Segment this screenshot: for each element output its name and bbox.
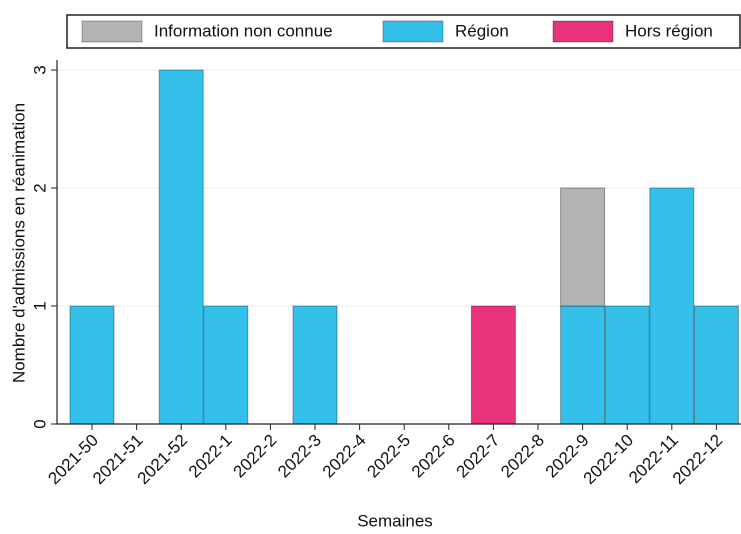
- bar: [649, 187, 695, 425]
- y-tick-label: 0: [30, 419, 49, 428]
- x-tick-label: 2022-6: [408, 431, 459, 482]
- y-axis-title: Nombre d'admissions en réanimation: [9, 103, 28, 383]
- y-tick-label: 1: [30, 301, 49, 310]
- x-axis-title: Semaines: [357, 511, 433, 530]
- legend-swatch: [552, 20, 614, 43]
- x-tick-label: 2022-2: [230, 431, 281, 482]
- x-tick-label: 2022-10: [580, 431, 638, 489]
- bar: [158, 69, 204, 425]
- bar: [203, 305, 249, 425]
- x-tick-label: 2022-8: [497, 431, 548, 482]
- bar: [292, 305, 338, 425]
- legend-swatch: [382, 20, 444, 43]
- bar: [693, 305, 739, 425]
- bar: [560, 187, 606, 307]
- legend-label: Hors région: [625, 21, 713, 40]
- bar: [604, 305, 650, 425]
- x-tick-label: 2022-7: [453, 431, 504, 482]
- legend-label: Région: [455, 21, 509, 40]
- bar: [560, 305, 606, 425]
- x-tick-label: 2022-5: [363, 431, 414, 482]
- x-tick-label: 2021-52: [134, 431, 192, 489]
- x-tick-label: 2022-3: [274, 431, 325, 482]
- x-tick-label: 2022-4: [319, 431, 370, 482]
- y-tick-label: 3: [30, 65, 49, 74]
- x-tick-label: 2022-1: [185, 431, 236, 482]
- y-tick-label: 2: [30, 183, 49, 192]
- x-tick-label: 2022-12: [669, 431, 727, 489]
- bar: [470, 305, 516, 425]
- bar: [69, 305, 115, 425]
- legend-label: Information non connue: [154, 21, 333, 40]
- legend-swatch: [81, 20, 143, 43]
